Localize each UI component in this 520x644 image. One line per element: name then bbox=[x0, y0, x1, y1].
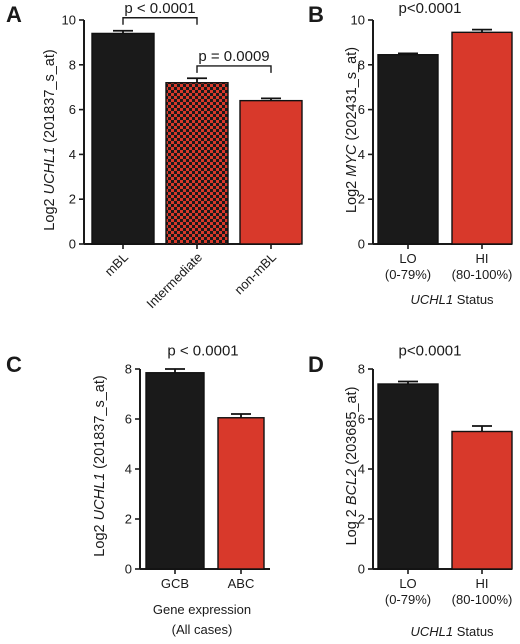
category-label: HI bbox=[476, 251, 489, 266]
y-tick-label: 6 bbox=[358, 412, 365, 427]
category-label: LO bbox=[399, 251, 416, 266]
panel-a: A Log2 UCHL1 (201837_s_at) 0 2 4 6 8 10 mBL Int… bbox=[6, 0, 303, 312]
y-axis-label-suffix: (203685_at) bbox=[344, 387, 360, 469]
y-axis-label-gene: MYC bbox=[344, 144, 360, 177]
y-axis-label: Log 2 BCL2 (203685_at) bbox=[344, 387, 360, 546]
y-tick-label: 10 bbox=[351, 13, 365, 28]
panel-letter: C bbox=[6, 352, 22, 377]
category-label: HI bbox=[476, 576, 489, 591]
y-axis-label-gene: UCHL1 bbox=[92, 473, 108, 521]
y-axis-label-prefix: Log2 bbox=[344, 177, 360, 213]
y-tick-label: 4 bbox=[69, 147, 76, 162]
bar bbox=[217, 417, 265, 570]
category-label: non-mBL bbox=[231, 250, 279, 298]
p-value-label: p = 0.0009 bbox=[198, 48, 269, 65]
bar bbox=[377, 383, 439, 570]
y-axis-label: Log2 UCHL1 (201837_s_at) bbox=[42, 49, 58, 230]
bars bbox=[377, 380, 513, 570]
p-value-label: p < 0.0001 bbox=[167, 342, 238, 359]
x-axis-title-rest: Status bbox=[453, 292, 494, 307]
panel-c: C Log2 UCHL1 (201837_s_at) 0 2 4 6 8 GCB ABC p… bbox=[6, 342, 270, 637]
y-tick-label: 4 bbox=[358, 462, 365, 477]
annotations: p < 0.0001 p = 0.0009 bbox=[122, 0, 272, 73]
y-tick-label: 2 bbox=[69, 192, 76, 207]
axes: 0 2 4 6 8 LO(0-79%) HI(80-100%) bbox=[358, 362, 513, 608]
annotations: p < 0.0001 bbox=[167, 342, 238, 359]
y-tick-label: 10 bbox=[62, 13, 76, 28]
category-label: ABC bbox=[228, 576, 255, 591]
category-label: LO bbox=[399, 576, 416, 591]
panel-letter: D bbox=[308, 352, 324, 377]
y-tick-label: 8 bbox=[125, 362, 132, 377]
bar bbox=[451, 430, 513, 570]
x-axis-title-line1: Gene expression bbox=[153, 602, 251, 617]
x-axis-title-gene: UCHL1 bbox=[410, 292, 453, 307]
panel-d: D Log 2 BCL2 (203685_at) 0 2 4 6 8 LO(0-79%) H… bbox=[308, 342, 513, 639]
x-axis-title-rest: Status bbox=[453, 624, 494, 639]
y-tick-label: 2 bbox=[125, 512, 132, 527]
bar bbox=[91, 32, 155, 245]
bar bbox=[377, 54, 439, 245]
y-tick-label: 0 bbox=[125, 562, 132, 577]
annotations: p<0.0001 bbox=[399, 342, 462, 359]
y-tick-label: 8 bbox=[358, 362, 365, 377]
x-axis-title: UCHL1 Status bbox=[410, 624, 494, 639]
x-axis-title: UCHL1 Status bbox=[410, 292, 494, 307]
y-tick-label: 8 bbox=[69, 57, 76, 72]
bars bbox=[377, 28, 513, 245]
y-axis-label-suffix: (201837_s_at) bbox=[92, 375, 108, 473]
annotations: p<0.0001 bbox=[399, 0, 462, 17]
x-axis-title-line2: (All cases) bbox=[172, 622, 233, 637]
significance-bracket bbox=[196, 65, 272, 73]
category-sublabel: (0-79%) bbox=[385, 592, 431, 607]
p-value-label: p < 0.0001 bbox=[124, 0, 195, 17]
y-axis-label-prefix: Log2 bbox=[42, 194, 58, 230]
bars bbox=[145, 368, 265, 570]
category-label: GCB bbox=[161, 576, 189, 591]
bar bbox=[451, 31, 513, 245]
panel-letter: B bbox=[308, 2, 324, 27]
y-tick-label: 0 bbox=[358, 237, 365, 252]
y-axis-label-prefix: Log 2 bbox=[344, 505, 360, 545]
bar bbox=[165, 82, 229, 245]
panel-b: B Log2 MYC (202431_s_at) 0 2 4 6 8 10 LO(0-79%… bbox=[308, 0, 513, 307]
y-tick-label: 2 bbox=[358, 192, 365, 207]
y-tick-label: 4 bbox=[358, 147, 365, 162]
y-tick-label: 6 bbox=[125, 412, 132, 427]
p-value-label: p<0.0001 bbox=[399, 342, 462, 359]
category-label: mBL bbox=[102, 250, 132, 280]
y-tick-label: 6 bbox=[358, 102, 365, 117]
p-value-label: p<0.0001 bbox=[399, 0, 462, 17]
significance-bracket bbox=[122, 17, 198, 25]
y-axis-label-gene: UCHL1 bbox=[42, 147, 58, 195]
y-tick-label: 4 bbox=[125, 462, 132, 477]
bar bbox=[145, 372, 205, 570]
bars bbox=[91, 29, 303, 245]
y-axis-label: Log2 MYC (202431_s_at) bbox=[344, 47, 360, 213]
y-tick-label: 0 bbox=[358, 562, 365, 577]
y-axis-label-suffix: (202431_s_at) bbox=[344, 47, 360, 145]
y-axis-label-prefix: Log2 bbox=[92, 520, 108, 556]
y-axis-label: Log2 UCHL1 (201837_s_at) bbox=[92, 375, 108, 556]
panel-letter: A bbox=[6, 2, 22, 27]
y-axis-label-gene: BCL2 bbox=[344, 469, 360, 505]
category-sublabel: (80-100%) bbox=[452, 592, 513, 607]
y-axis-label-suffix: (201837_s_at) bbox=[42, 49, 58, 147]
category-sublabel: (80-100%) bbox=[452, 267, 513, 282]
x-axis-title-gene: UCHL1 bbox=[410, 624, 453, 639]
category-label: Intermediate bbox=[143, 250, 205, 312]
category-sublabel: (0-79%) bbox=[385, 267, 431, 282]
y-tick-label: 8 bbox=[358, 57, 365, 72]
y-tick-label: 2 bbox=[358, 512, 365, 527]
y-tick-label: 0 bbox=[69, 237, 76, 252]
bar bbox=[239, 99, 303, 245]
y-tick-label: 6 bbox=[69, 102, 76, 117]
